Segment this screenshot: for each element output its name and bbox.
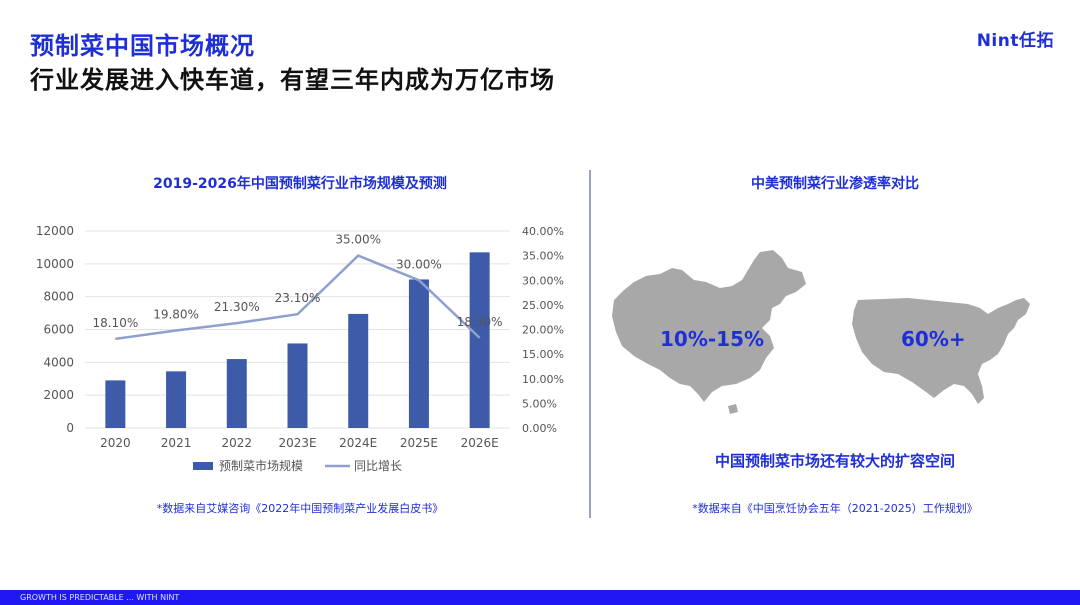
footer-bar: GROWTH IS PREDICTABLE ... WITH NINT bbox=[0, 590, 1080, 605]
bar bbox=[469, 252, 490, 428]
y2-tick-label: 0.00% bbox=[522, 422, 557, 435]
us-penetration-label: 60%+ bbox=[901, 327, 966, 351]
comparison-source-note: *数据来自《中国烹饪协会五年（2021-2025）工作规划》 bbox=[692, 502, 978, 515]
y2-tick-label: 30.00% bbox=[522, 274, 564, 287]
bar bbox=[408, 279, 429, 428]
page-subtitle: 行业发展进入快车道，有望三年内成为万亿市场 bbox=[30, 66, 555, 94]
brand-logo: Nint任拓 bbox=[976, 31, 1054, 51]
us-map-icon bbox=[852, 298, 1030, 404]
x-tick-label: 2024E bbox=[339, 436, 377, 450]
panel-divider bbox=[589, 170, 591, 518]
x-tick-label: 2026E bbox=[461, 436, 499, 450]
y-tick-label: 12000 bbox=[36, 224, 74, 238]
comparison-title: 中美预制菜行业渗透率对比 bbox=[751, 176, 919, 192]
legend-bar-label: 预制菜市场规模 bbox=[219, 458, 303, 473]
bar bbox=[348, 313, 369, 428]
y2-tick-label: 40.00% bbox=[522, 225, 564, 238]
y2-tick-label: 25.00% bbox=[522, 299, 564, 312]
bar bbox=[166, 371, 187, 428]
x-tick-label: 2023E bbox=[278, 436, 316, 450]
chart-title: 2019-2026年中国预制菜行业市场规模及预测 bbox=[153, 176, 447, 192]
chart-source-note: *数据来自艾媒咨询《2022年中国预制菜产业发展白皮书》 bbox=[156, 502, 444, 515]
china-map-icon bbox=[612, 250, 806, 414]
growth-data-label: 18.10% bbox=[92, 316, 138, 330]
y-tick-label: 2000 bbox=[43, 388, 74, 402]
y2-tick-label: 10.00% bbox=[522, 373, 564, 386]
page-title: 预制菜中国市场概况 bbox=[30, 32, 255, 60]
y-tick-label: 8000 bbox=[43, 290, 74, 304]
growth-data-label: 35.00% bbox=[335, 233, 381, 247]
y-tick-label: 10000 bbox=[36, 257, 74, 271]
bar bbox=[287, 343, 308, 428]
y-tick-label: 6000 bbox=[43, 323, 74, 337]
x-tick-label: 2022 bbox=[222, 436, 253, 450]
growth-line bbox=[115, 254, 481, 341]
x-tick-label: 2021 bbox=[161, 436, 192, 450]
china-penetration-label: 10%-15% bbox=[660, 327, 765, 351]
legend-bar-swatch bbox=[193, 462, 213, 470]
bar bbox=[226, 359, 247, 428]
growth-data-label: 21.30% bbox=[214, 300, 260, 314]
growth-data-label: 19.80% bbox=[153, 307, 199, 321]
conclusion-text: 中国预制菜市场还有较大的扩容空间 bbox=[714, 452, 955, 470]
y-tick-label: 4000 bbox=[43, 355, 74, 369]
y-tick-label: 0 bbox=[66, 421, 74, 435]
market-size-chart: 0 2000 4000 6000 8000 10000 12000 0.00% 5.00% 10.… bbox=[36, 224, 564, 473]
y2-tick-label: 35.00% bbox=[522, 250, 564, 263]
bar bbox=[105, 380, 126, 428]
growth-data-label: 18.30% bbox=[457, 315, 503, 329]
growth-data-label: 30.00% bbox=[396, 257, 442, 271]
x-tick-label: 2025E bbox=[400, 436, 438, 450]
x-tick-label: 2020 bbox=[100, 436, 131, 450]
growth-data-label: 23.10% bbox=[275, 291, 321, 305]
y2-tick-label: 20.00% bbox=[522, 324, 564, 337]
y2-tick-label: 5.00% bbox=[522, 397, 557, 410]
legend-line-label: 同比增长 bbox=[354, 459, 402, 473]
y2-tick-label: 15.00% bbox=[522, 348, 564, 361]
